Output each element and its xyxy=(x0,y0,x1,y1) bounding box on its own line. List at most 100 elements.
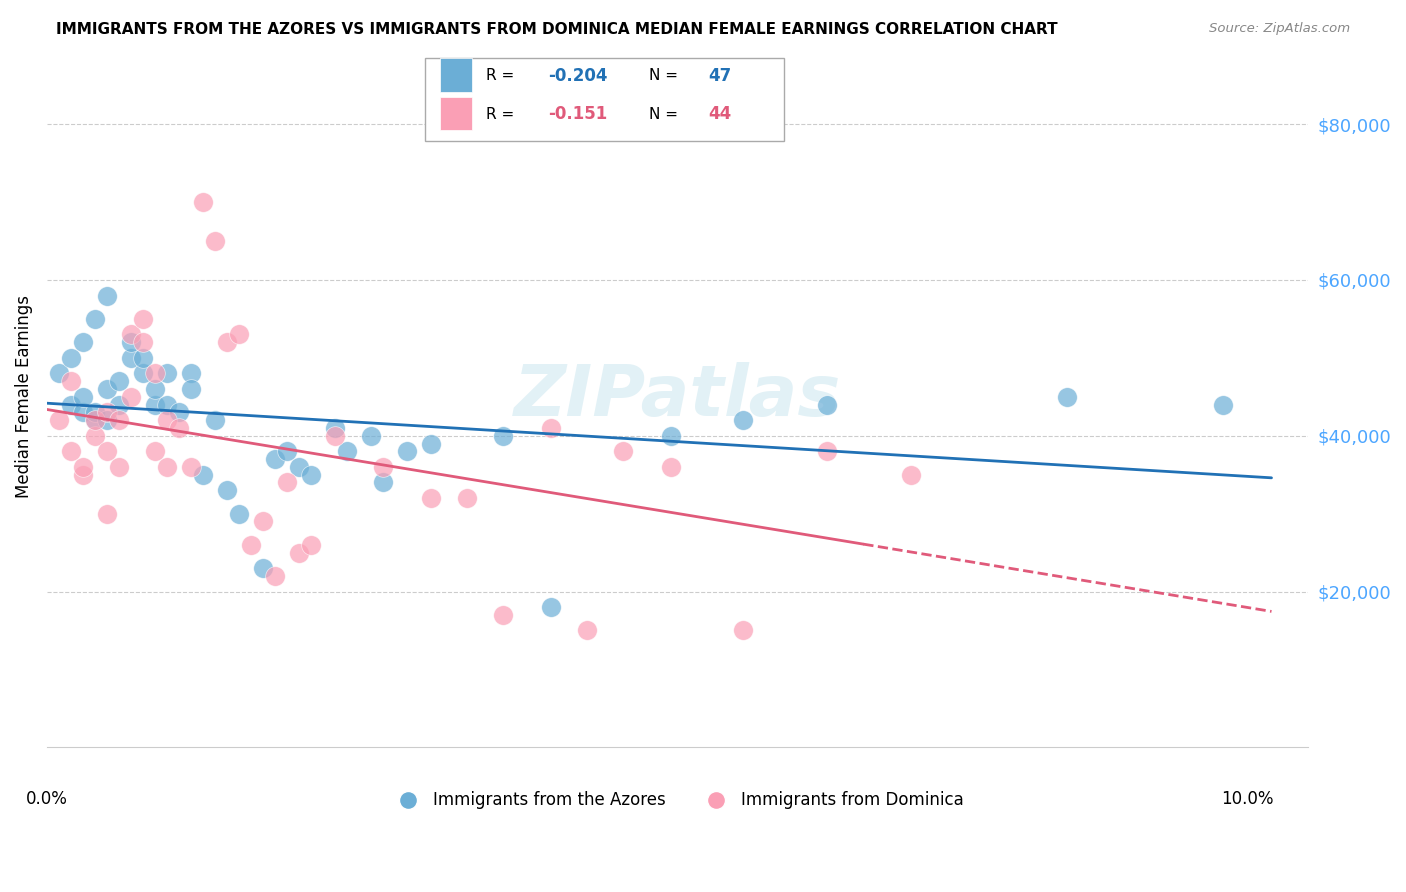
Point xyxy=(191,194,214,209)
Point xyxy=(180,367,202,381)
Point xyxy=(84,413,107,427)
Text: 44: 44 xyxy=(709,105,733,123)
Text: R =: R = xyxy=(485,107,523,121)
Point xyxy=(1212,398,1234,412)
Point xyxy=(167,405,190,419)
Bar xyxy=(425,58,785,141)
Point xyxy=(659,428,682,442)
Point xyxy=(276,444,298,458)
Point xyxy=(143,398,166,412)
Point xyxy=(215,335,238,350)
Point xyxy=(72,467,94,482)
Point xyxy=(108,413,131,427)
Text: R =: R = xyxy=(485,68,519,83)
Point xyxy=(204,234,226,248)
Point xyxy=(191,467,214,482)
Point xyxy=(96,444,118,458)
Point xyxy=(72,390,94,404)
Text: -0.204: -0.204 xyxy=(548,67,609,85)
Point xyxy=(288,459,311,474)
Point xyxy=(84,405,107,419)
Point xyxy=(240,538,263,552)
Point xyxy=(323,421,346,435)
Point xyxy=(156,398,179,412)
Point xyxy=(59,444,82,458)
Point xyxy=(815,398,838,412)
Point xyxy=(299,467,322,482)
Point xyxy=(420,491,443,505)
Point xyxy=(108,398,131,412)
Point xyxy=(72,405,94,419)
Point xyxy=(336,444,359,458)
Point xyxy=(132,335,155,350)
Point xyxy=(59,374,82,388)
Point xyxy=(733,413,755,427)
Point xyxy=(143,367,166,381)
Point xyxy=(180,459,202,474)
Point xyxy=(371,459,394,474)
Point xyxy=(733,624,755,638)
Point xyxy=(96,405,118,419)
Point xyxy=(288,545,311,559)
Bar xyxy=(440,96,472,130)
Point xyxy=(59,398,82,412)
Point xyxy=(540,421,562,435)
Point xyxy=(96,507,118,521)
Y-axis label: Median Female Earnings: Median Female Earnings xyxy=(15,295,32,499)
Point xyxy=(659,459,682,474)
Point xyxy=(492,428,515,442)
Point xyxy=(264,569,287,583)
Point xyxy=(900,467,922,482)
Point xyxy=(143,382,166,396)
Point xyxy=(84,311,107,326)
Point xyxy=(96,413,118,427)
Legend: Immigrants from the Azores, Immigrants from Dominica: Immigrants from the Azores, Immigrants f… xyxy=(384,785,970,816)
Point xyxy=(167,421,190,435)
Point xyxy=(360,428,382,442)
Point xyxy=(420,436,443,450)
Point xyxy=(132,367,155,381)
Point xyxy=(228,327,250,342)
Point xyxy=(156,367,179,381)
Text: IMMIGRANTS FROM THE AZORES VS IMMIGRANTS FROM DOMINICA MEDIAN FEMALE EARNINGS CO: IMMIGRANTS FROM THE AZORES VS IMMIGRANTS… xyxy=(56,22,1057,37)
Point xyxy=(72,335,94,350)
Point xyxy=(84,413,107,427)
Point xyxy=(540,600,562,615)
Point xyxy=(228,507,250,521)
Point xyxy=(456,491,478,505)
Point xyxy=(120,351,142,365)
Point xyxy=(252,561,274,575)
Point xyxy=(264,452,287,467)
Text: 0.0%: 0.0% xyxy=(25,790,67,808)
Text: 10.0%: 10.0% xyxy=(1222,790,1274,808)
Point xyxy=(371,475,394,490)
Point xyxy=(72,459,94,474)
Point xyxy=(396,444,419,458)
Point xyxy=(492,607,515,622)
Bar xyxy=(440,58,472,92)
Text: 47: 47 xyxy=(709,67,733,85)
Text: Source: ZipAtlas.com: Source: ZipAtlas.com xyxy=(1209,22,1350,36)
Point xyxy=(120,335,142,350)
Point xyxy=(299,538,322,552)
Point xyxy=(108,374,131,388)
Point xyxy=(108,459,131,474)
Point xyxy=(276,475,298,490)
Point xyxy=(120,390,142,404)
Point xyxy=(96,288,118,302)
Point xyxy=(156,413,179,427)
Point xyxy=(132,311,155,326)
Text: N =: N = xyxy=(650,107,683,121)
Point xyxy=(204,413,226,427)
Point xyxy=(59,351,82,365)
Point xyxy=(48,367,70,381)
Point xyxy=(132,351,155,365)
Point xyxy=(576,624,599,638)
Point xyxy=(252,515,274,529)
Point xyxy=(96,382,118,396)
Text: ZIPatlas: ZIPatlas xyxy=(513,362,841,431)
Point xyxy=(180,382,202,396)
Point xyxy=(815,444,838,458)
Point xyxy=(215,483,238,498)
Point xyxy=(1056,390,1078,404)
